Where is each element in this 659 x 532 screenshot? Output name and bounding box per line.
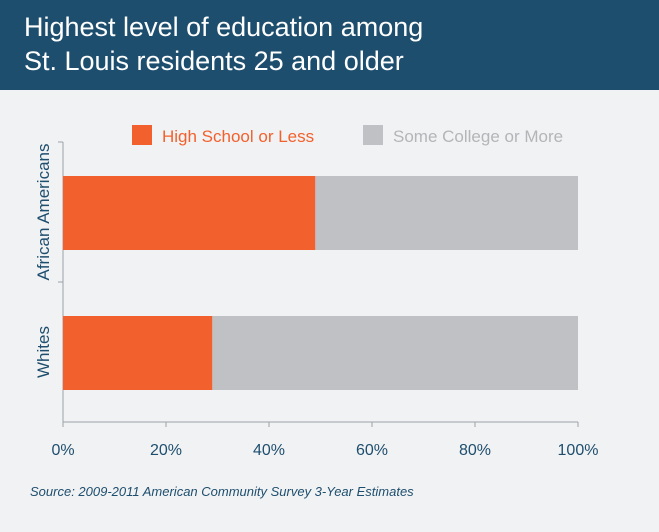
chart-header: Highest level of education among St. Lou…	[0, 0, 659, 90]
bar-african-americans-some-college-or-more	[315, 176, 578, 250]
legend-label-some-college-or-more: Some College or More	[393, 127, 563, 146]
legend-swatch-some-college-or-more	[363, 125, 383, 145]
source-note: Source: 2009-2011 American Community Sur…	[30, 484, 414, 499]
x-tick-label: 0%	[51, 442, 74, 459]
category-label-african-americans: African Americans	[34, 144, 53, 281]
chart-title: Highest level of education among St. Lou…	[24, 10, 624, 78]
x-tick-label: 60%	[356, 442, 388, 459]
bar-whites-some-college-or-more	[212, 316, 578, 390]
stacked-bar-chart: High School or Less Some College or More A…	[34, 125, 599, 459]
bar-african-americans-high-school-or-less	[63, 176, 316, 250]
x-tick-label: 80%	[459, 442, 491, 459]
x-tick-label: 20%	[150, 442, 182, 459]
chart-title-line-2: St. Louis residents 25 and older	[24, 46, 404, 76]
chart-title-line-1: Highest level of education among	[24, 12, 424, 42]
x-tick-label: 40%	[253, 442, 285, 459]
category-label-whites: Whites	[34, 326, 53, 378]
legend-swatch-high-school-or-less	[132, 125, 152, 145]
bar-whites-high-school-or-less	[63, 316, 213, 390]
x-tick-label: 100%	[558, 442, 599, 459]
legend-label-high-school-or-less: High School or Less	[162, 127, 314, 146]
